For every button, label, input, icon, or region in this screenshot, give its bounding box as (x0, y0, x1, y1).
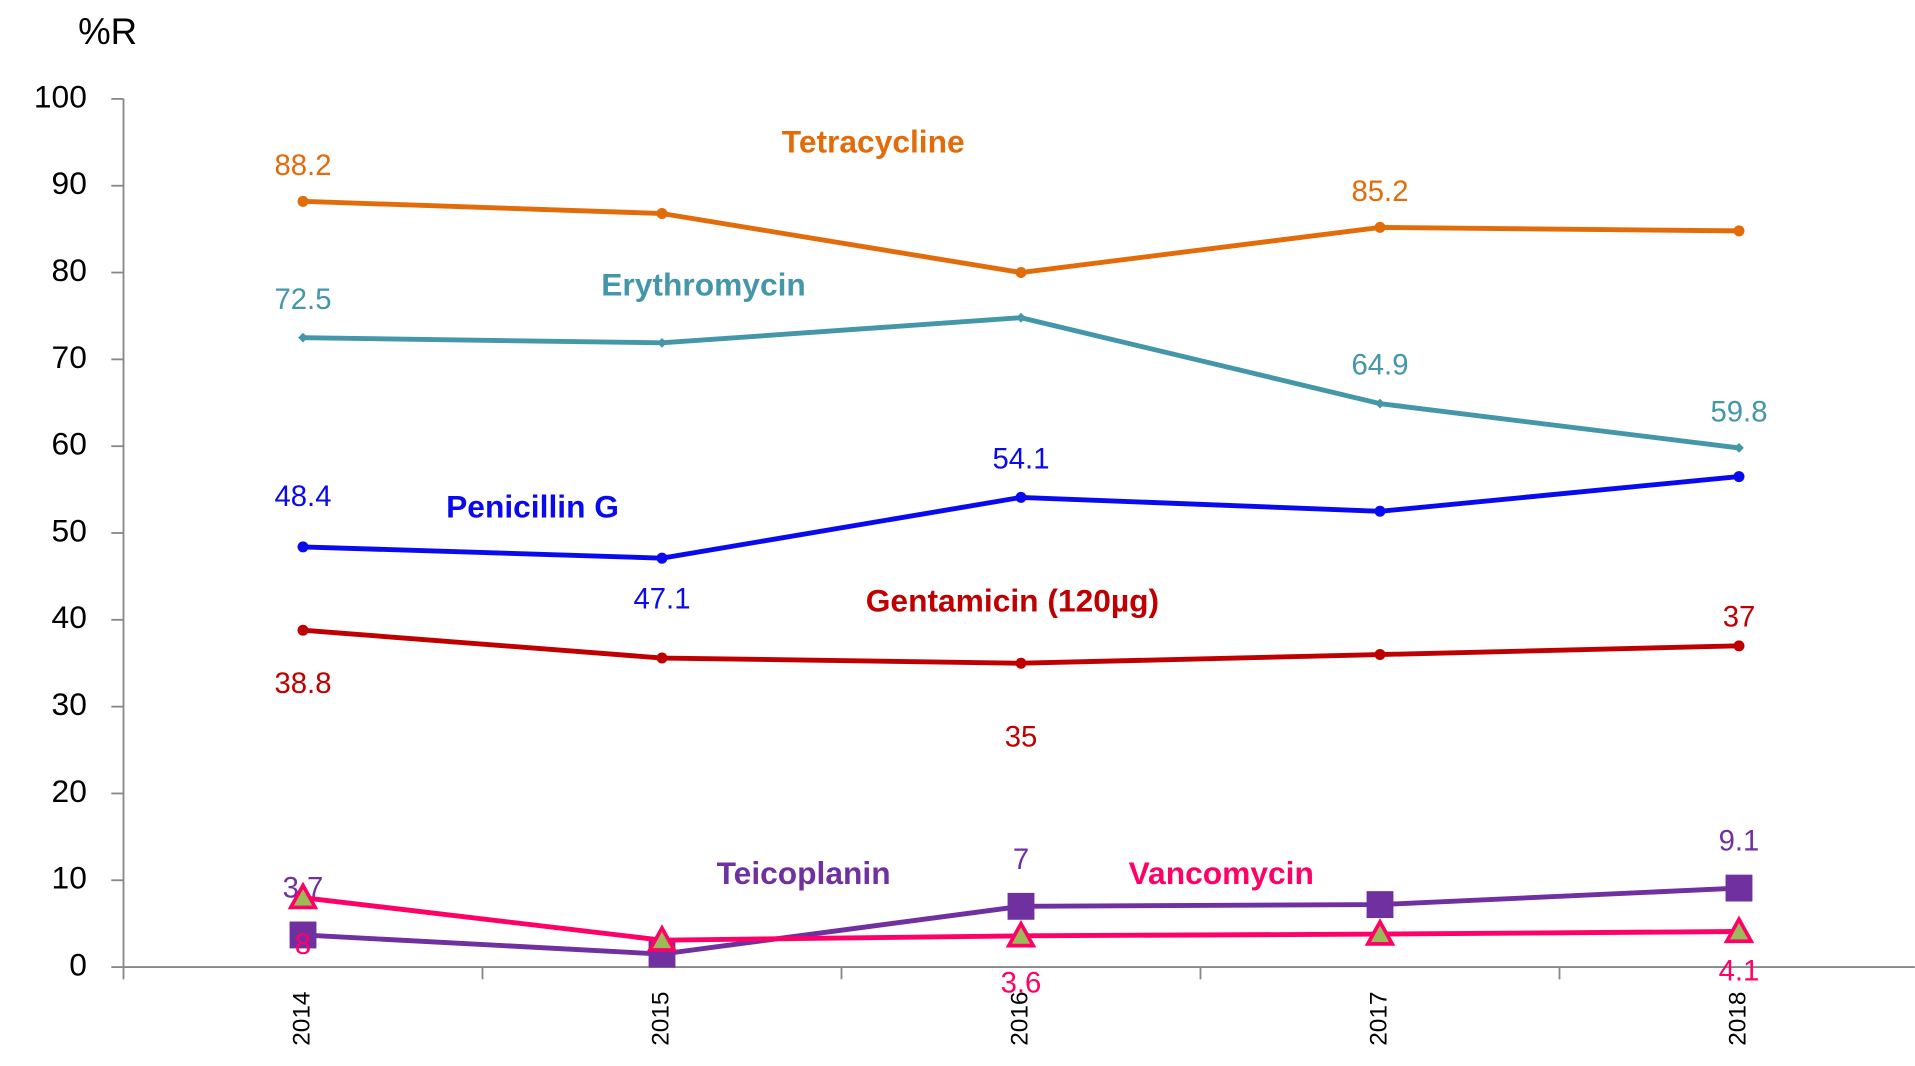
marker (656, 652, 668, 664)
marker (1015, 657, 1027, 669)
y-tick-label: 80 (52, 252, 87, 288)
data-label: 72.5 (274, 283, 331, 316)
data-label: 48.4 (274, 480, 331, 513)
marker (1374, 649, 1386, 661)
y-tick-label: 20 (52, 773, 87, 809)
data-label: 37 (1723, 601, 1756, 634)
series-name: Teicoplanin (717, 855, 891, 891)
marker (646, 924, 678, 952)
series-name: Erythromycin (601, 266, 806, 302)
marker (1733, 640, 1745, 652)
marker (657, 337, 667, 348)
data-label: 88.2 (274, 149, 331, 182)
series-name: Tetracycline (782, 123, 965, 159)
data-label: 9.1 (1719, 825, 1760, 858)
marker (1015, 267, 1027, 279)
marker (298, 332, 308, 343)
data-label: 7 (1013, 843, 1029, 876)
x-tick-label: 2015 (647, 992, 674, 1046)
data-label: 38.8 (274, 667, 331, 700)
marker (1734, 443, 1744, 453)
x-tick-label: 2017 (1365, 992, 1392, 1046)
x-tick-label: 2016 (1006, 992, 1033, 1046)
data-label: 3.6 (1001, 966, 1042, 999)
y-tick-label: 10 (52, 860, 87, 896)
marker (297, 624, 309, 636)
marker (1725, 874, 1753, 902)
marker (1007, 892, 1035, 920)
series-line (302, 198, 1740, 276)
data-label: 54.1 (992, 443, 1049, 476)
series-name: Vancomycin (1129, 855, 1314, 891)
data-label: 47.1 (633, 583, 690, 616)
data-label: 85.2 (1351, 175, 1408, 208)
marker (289, 921, 317, 949)
marker (1005, 919, 1037, 948)
marker (1375, 398, 1385, 409)
data-label: 8 (295, 928, 311, 961)
y-tick-label: 50 (52, 512, 87, 548)
marker (1015, 491, 1027, 503)
marker (297, 541, 309, 553)
y-tick-label: 60 (52, 426, 87, 462)
y-tick-label: 70 (52, 339, 87, 375)
y-axis-label: %R (78, 11, 137, 52)
marker (1733, 471, 1745, 483)
marker (656, 552, 668, 564)
data-label: 35 (1005, 721, 1038, 754)
y-tick-label: 0 (69, 946, 87, 982)
series-line (302, 315, 1740, 451)
marker (1366, 891, 1394, 919)
data-label: 64.9 (1351, 349, 1408, 382)
y-tick-label: 40 (52, 599, 87, 635)
marker (287, 881, 319, 910)
series-name: Gentamicin (120µg) (866, 583, 1159, 619)
marker (1364, 918, 1396, 946)
marker (1723, 915, 1755, 944)
marker (1733, 225, 1745, 237)
marker (1016, 312, 1026, 323)
y-tick-label: 100 (34, 78, 87, 114)
x-tick-label: 2014 (288, 992, 315, 1046)
y-tick-label: 30 (52, 686, 87, 722)
series-name: Penicillin G (446, 489, 619, 525)
y-tick-label: 90 (52, 165, 87, 201)
marker (1374, 221, 1386, 233)
data-label: 4.1 (1719, 955, 1760, 988)
data-label: 59.8 (1710, 395, 1767, 428)
marker (656, 208, 668, 220)
marker (297, 195, 309, 207)
x-tick-label: 2018 (1724, 992, 1751, 1046)
marker (1374, 505, 1386, 517)
